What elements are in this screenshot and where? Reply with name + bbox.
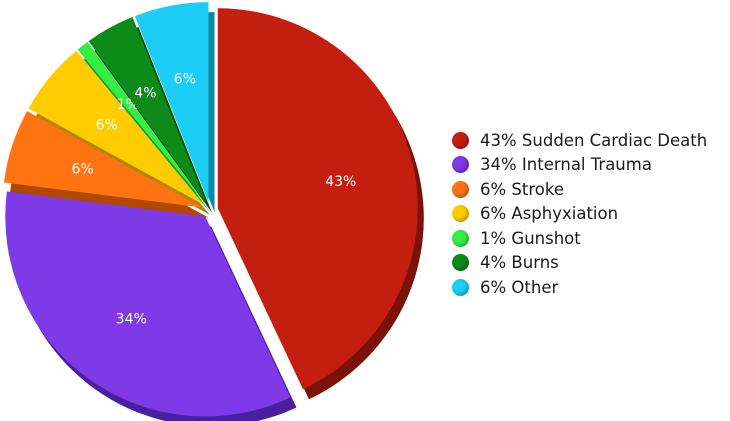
legend-swatch-burns (452, 254, 469, 272)
legend-swatch-gunshot (452, 229, 469, 247)
chart-legend: 43% Sudden Cardiac Death 34% Internal Tr… (452, 128, 707, 300)
legend-item-asphyxiation: 6% Asphyxiation (452, 202, 707, 227)
legend-item-burns: 4% Burns (452, 251, 707, 276)
pie-slice-burns (88, 17, 207, 203)
slice-label-stroke: 6% (71, 162, 93, 178)
legend-label-asphyxiation: 6% Asphyxiation (480, 204, 619, 224)
slice-label-other: 6% (174, 71, 196, 87)
legend-label-sudden-cardiac-death: 43% Sudden Cardiac Death (480, 130, 708, 150)
legend-item-internal-trauma: 34% Internal Trauma (452, 153, 707, 178)
legend-label-internal-trauma: 34% Internal Trauma (480, 155, 652, 175)
pie-slice-other (134, 2, 209, 203)
legend-item-sudden-cardiac-death: 43% Sudden Cardiac Death (452, 128, 707, 153)
legend-label-other: 6% Other (480, 277, 559, 297)
legend-label-burns: 4% Burns (480, 253, 559, 273)
legend-item-stroke: 6% Stroke (452, 177, 707, 202)
slice-label-asphyxiation: 6% (96, 118, 118, 134)
legend-swatch-asphyxiation (452, 205, 469, 223)
pie-slice-gunshot (77, 41, 206, 204)
legend-item-other: 6% Other (452, 275, 707, 300)
legend-item-gunshot: 1% Gunshot (452, 226, 707, 251)
pie-slice-stroke (3, 111, 203, 208)
slice-label-internal-trauma: 34% (116, 311, 147, 327)
legend-swatch-sudden-cardiac-death (452, 131, 469, 149)
legend-swatch-stroke (452, 180, 469, 198)
legend-swatch-other (452, 278, 469, 296)
pie-slice-internal-trauma (5, 191, 291, 417)
slice-label-burns: 4% (134, 86, 156, 102)
slice-label-sudden-cardiac-death: 43% (325, 174, 356, 190)
pie-slice-asphyxiation (28, 50, 204, 205)
pie-slice-sudden-cardiac-death (217, 8, 418, 390)
legend-label-stroke: 6% Stroke (480, 179, 564, 199)
legend-label-gunshot: 1% Gunshot (480, 228, 581, 248)
legend-swatch-internal-trauma (452, 156, 469, 174)
